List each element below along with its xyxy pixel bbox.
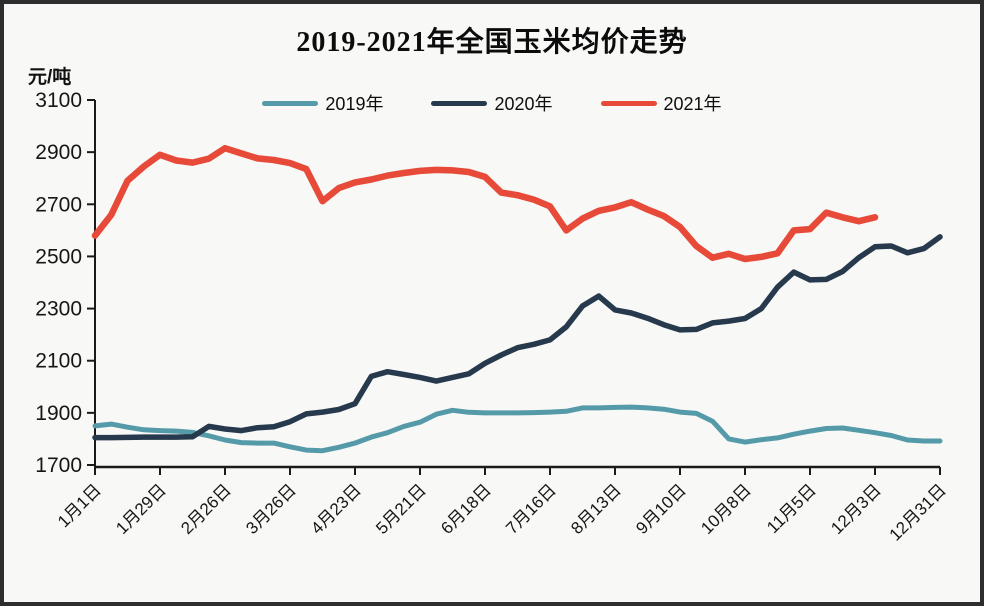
y-axis-label: 2300: [35, 298, 82, 321]
x-axis-label: 12月31日: [886, 480, 950, 544]
x-axis-label: 1月1日: [54, 480, 105, 531]
legend-label-2019: 2019年: [325, 94, 384, 114]
legend-item-2020: 2020年: [431, 90, 553, 116]
x-axis-label: 1月29日: [112, 480, 170, 538]
x-axis-label: 11月5日: [763, 480, 820, 537]
x-axis-label: 4月23日: [307, 480, 365, 538]
legend: 2019年 2020年 2021年: [4, 90, 980, 116]
y-axis-unit-label: 元/吨: [28, 67, 72, 88]
y-axis-label: 1900: [35, 402, 82, 425]
legend-label-2021: 2021年: [663, 94, 722, 114]
x-axis-label: 7月16日: [502, 480, 560, 538]
y-axis-label: 2700: [35, 193, 82, 216]
legend-item-2021: 2021年: [600, 90, 722, 116]
x-axis-label: 6月18日: [437, 480, 495, 538]
y-axis-label: 2100: [35, 350, 82, 373]
legend-swatch-2021-icon: [600, 100, 657, 106]
y-axis-label: 2500: [35, 245, 82, 268]
x-axis-label: 3月26日: [242, 480, 300, 538]
y-axis-label: 2900: [35, 141, 82, 164]
x-axis-label: 10月8日: [697, 480, 755, 538]
series-line-2021: [91, 144, 879, 263]
legend-label-2020: 2020年: [494, 94, 553, 114]
legend-item-2019: 2019年: [262, 90, 383, 116]
series-line-2020: [92, 234, 943, 441]
legend-swatch-2019-icon: [262, 100, 319, 106]
chart-title: 2019-2021年全国玉米均价走势: [296, 27, 688, 58]
x-axis-label: 5月21日: [372, 480, 430, 538]
x-axis-label: 12月3日: [827, 480, 885, 538]
y-axis-label: 1700: [35, 454, 82, 477]
legend-swatch-2020-icon: [431, 100, 488, 106]
x-axis-label: 9月10日: [632, 480, 690, 538]
y-axis-label: 3100: [35, 89, 82, 112]
x-axis-label: 8月13日: [567, 480, 625, 538]
line-chart: 3100 2900 2700 2500 2300 2100 1900 1700 1月1日 1月29…: [35, 89, 950, 545]
series-line-2019: [92, 404, 943, 454]
x-axis-label: 2月26日: [177, 480, 235, 538]
